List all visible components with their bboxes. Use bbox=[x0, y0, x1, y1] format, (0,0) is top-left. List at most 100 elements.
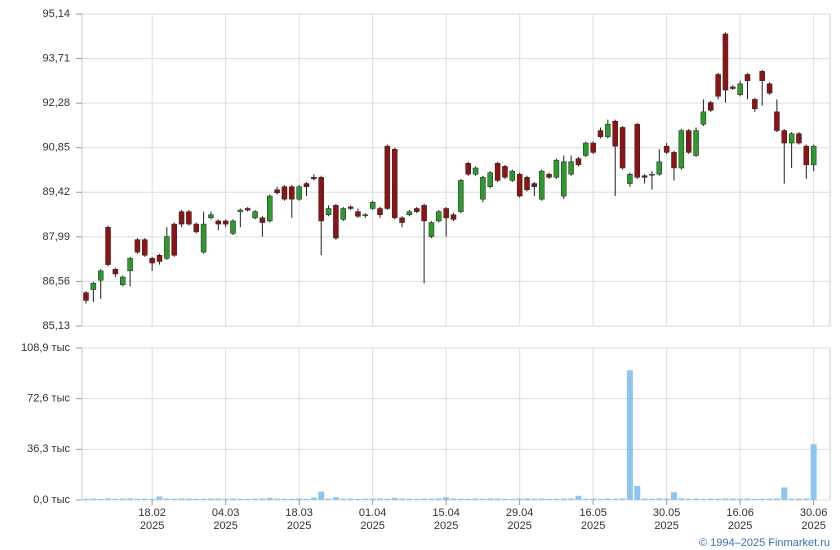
volume-bar bbox=[597, 498, 604, 500]
volume-bar bbox=[773, 498, 780, 500]
candle-body bbox=[502, 166, 508, 178]
volume-bar bbox=[354, 498, 361, 500]
volume-bar bbox=[200, 498, 207, 500]
candle-body bbox=[399, 217, 405, 223]
candle-body bbox=[487, 172, 493, 187]
x-tick-label: 04.03 2025 bbox=[211, 507, 240, 532]
candle-body bbox=[759, 71, 765, 81]
y-tick-label: 72,6 тыс bbox=[27, 393, 70, 405]
volume-bar bbox=[347, 498, 354, 500]
candle-body bbox=[531, 183, 538, 187]
volume-bar bbox=[259, 498, 266, 500]
candle-body bbox=[450, 214, 457, 220]
candle-body bbox=[127, 258, 133, 272]
volume-bar bbox=[759, 498, 766, 500]
volume-bar bbox=[288, 498, 295, 500]
candle-body bbox=[186, 211, 192, 225]
copyright[interactable]: © 1994–2025 Finmarket.ru bbox=[699, 537, 830, 549]
candle-body bbox=[553, 159, 560, 178]
volume-bar bbox=[538, 498, 545, 500]
candle-body bbox=[788, 133, 795, 144]
volume-bar bbox=[634, 486, 641, 500]
plot-frame bbox=[81, 13, 831, 327]
candle-body bbox=[796, 133, 802, 144]
candle-body bbox=[171, 223, 177, 256]
y-tick-label: 93,71 bbox=[42, 52, 70, 64]
x-tick-label: 30.06 2025 bbox=[799, 507, 828, 532]
volume-bar bbox=[582, 498, 589, 500]
volume-bar bbox=[795, 498, 802, 500]
volume-bar bbox=[619, 498, 626, 500]
candle-body bbox=[546, 173, 552, 178]
candle-body bbox=[97, 270, 104, 281]
volume-bar bbox=[296, 498, 303, 500]
volume-bar bbox=[90, 498, 97, 500]
candle-body bbox=[700, 111, 707, 125]
candle-body bbox=[369, 202, 376, 209]
volume-bar bbox=[509, 498, 516, 500]
candle-body bbox=[384, 145, 391, 209]
volume-bar bbox=[310, 497, 317, 500]
volume-bar bbox=[230, 498, 236, 500]
volume-bar bbox=[781, 487, 788, 500]
volume-bar bbox=[626, 370, 633, 500]
volume-bar bbox=[266, 497, 273, 500]
candle-body bbox=[303, 183, 310, 187]
volume-bar bbox=[803, 498, 810, 500]
volume-bar bbox=[178, 498, 185, 500]
volume-bar bbox=[700, 498, 707, 500]
volume-bar bbox=[604, 498, 611, 500]
candle-body bbox=[120, 276, 126, 286]
candle-body bbox=[296, 186, 302, 200]
candle-body bbox=[509, 170, 516, 181]
candle-body bbox=[259, 217, 266, 223]
candle-body bbox=[347, 206, 354, 209]
volume-bar bbox=[421, 498, 428, 500]
volume-bar bbox=[479, 498, 486, 500]
volume-bar bbox=[112, 498, 119, 500]
candle-body bbox=[744, 74, 751, 81]
volume-bar bbox=[678, 498, 685, 500]
volume-bar bbox=[744, 498, 751, 500]
volume-bar bbox=[119, 498, 126, 500]
y-tick-label: 95,14 bbox=[42, 8, 70, 20]
candle-body bbox=[377, 208, 383, 215]
volume-bar bbox=[384, 498, 391, 500]
x-tick-label: 29.04 2025 bbox=[505, 507, 534, 532]
candle-body bbox=[325, 208, 332, 215]
x-tick-label: 18.02 2025 bbox=[138, 507, 166, 532]
volume-bar bbox=[303, 498, 310, 500]
volume-bar bbox=[553, 498, 560, 500]
candle-body bbox=[340, 208, 346, 220]
candle-body bbox=[708, 102, 714, 111]
candle-body bbox=[561, 161, 567, 197]
volume-bar bbox=[443, 497, 450, 500]
volume-bar bbox=[516, 498, 523, 500]
volume-bar bbox=[612, 498, 619, 500]
volume-bar bbox=[163, 498, 170, 500]
volume-bar bbox=[391, 497, 398, 500]
candle-body bbox=[766, 83, 773, 94]
volume-bar bbox=[97, 498, 104, 500]
candle-body bbox=[524, 177, 530, 191]
candle-body bbox=[333, 205, 339, 239]
candle-body bbox=[355, 211, 361, 217]
candle-body bbox=[267, 195, 273, 222]
candle-body bbox=[480, 177, 486, 200]
volume-bar bbox=[531, 498, 538, 500]
volume-bar bbox=[222, 498, 229, 500]
candle-body bbox=[237, 209, 244, 212]
x-tick-label: 16.05 2025 bbox=[579, 507, 607, 532]
candle-body bbox=[575, 158, 582, 166]
volume-bar bbox=[362, 498, 369, 500]
candle-body bbox=[208, 214, 214, 219]
volume-bar bbox=[127, 498, 134, 500]
volume-bar bbox=[560, 498, 567, 500]
candle-body bbox=[590, 142, 596, 153]
candle-body bbox=[311, 177, 317, 180]
candle-body bbox=[656, 161, 663, 175]
volume-bar bbox=[590, 498, 597, 500]
y-tick-label: 108,9 тыс bbox=[21, 342, 71, 354]
candle-body bbox=[803, 145, 810, 166]
y-tick-label: 89,42 bbox=[42, 186, 70, 198]
